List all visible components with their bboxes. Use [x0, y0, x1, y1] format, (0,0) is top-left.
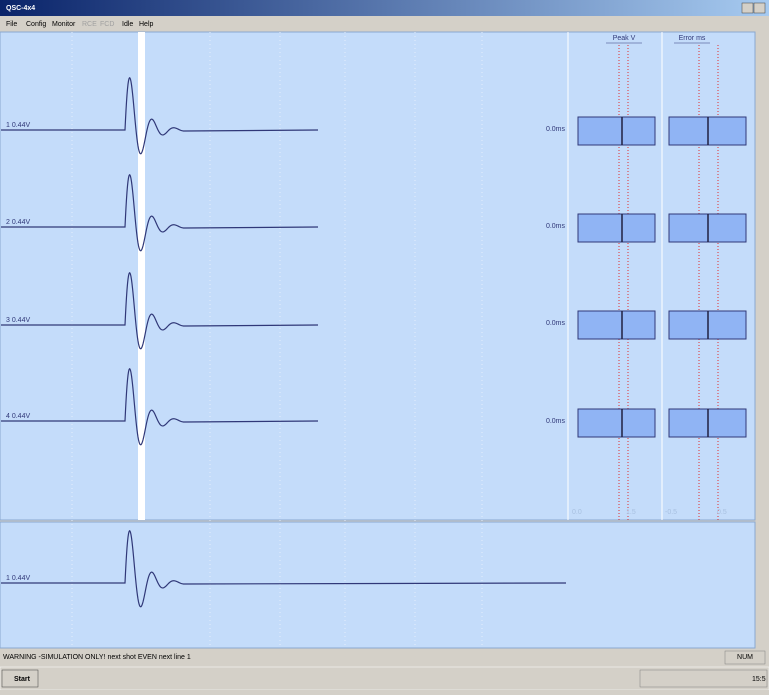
menu-item[interactable]: Idle — [122, 21, 133, 28]
tray — [639, 669, 768, 688]
monitor-area — [0, 521, 756, 649]
panel-title: Peak V — [613, 35, 636, 42]
channel-time: 0.0ms — [546, 126, 566, 133]
channel-label: 2 0.44V — [6, 219, 30, 226]
channel-label: 1 0.44V — [6, 122, 30, 129]
start-button[interactable] — [1, 669, 39, 688]
menu-item[interactable]: File — [6, 21, 17, 28]
panel-title: Error ms — [679, 35, 706, 42]
waveform — [1, 368, 319, 446]
menu-item[interactable]: Config — [26, 21, 46, 28]
title-bar — [0, 0, 769, 16]
meter-box — [577, 310, 656, 340]
channel-label: 3 0.44V — [6, 317, 30, 324]
menu-bar — [0, 16, 769, 31]
num-indicator — [724, 650, 766, 665]
monitor-label: 1 0.44V — [6, 575, 30, 582]
num-text: NUM — [737, 654, 753, 661]
channel-time: 0.0ms — [546, 223, 566, 230]
menu-item[interactable]: Help — [139, 21, 154, 28]
monitor-waveform — [1, 530, 567, 608]
panel-scale: 0.5 — [717, 509, 727, 516]
meter-box — [577, 408, 656, 438]
status-message: WARNING -SIMULATION ONLY! next shot EVEN… — [3, 654, 191, 661]
waveform — [1, 77, 319, 155]
window-title: QSC-4x4 — [6, 5, 35, 12]
minimize-button[interactable] — [741, 2, 754, 14]
menu-item[interactable]: RCE — [82, 21, 97, 28]
panel-scale: 0.0 — [572, 509, 582, 516]
channel-label: 4 0.44V — [6, 413, 30, 420]
start-text: Start — [14, 676, 31, 683]
waveform — [1, 174, 319, 252]
status-bar — [0, 650, 769, 665]
menu-item[interactable]: Monitor — [52, 21, 76, 28]
meter-box — [577, 116, 656, 146]
plot-area — [0, 31, 756, 521]
clock: 15:5 — [752, 676, 766, 683]
panel-scale: -0.5 — [665, 509, 677, 516]
menu-item[interactable]: FCD — [100, 21, 114, 28]
channel-time: 0.0ms — [546, 320, 566, 327]
waveform — [1, 272, 319, 350]
channel-time: 0.0ms — [546, 418, 566, 425]
panel-scale: 1.5 — [626, 509, 636, 516]
meter-box — [577, 213, 656, 243]
maximize-button[interactable] — [753, 2, 766, 14]
cursor-stripe — [138, 32, 145, 520]
